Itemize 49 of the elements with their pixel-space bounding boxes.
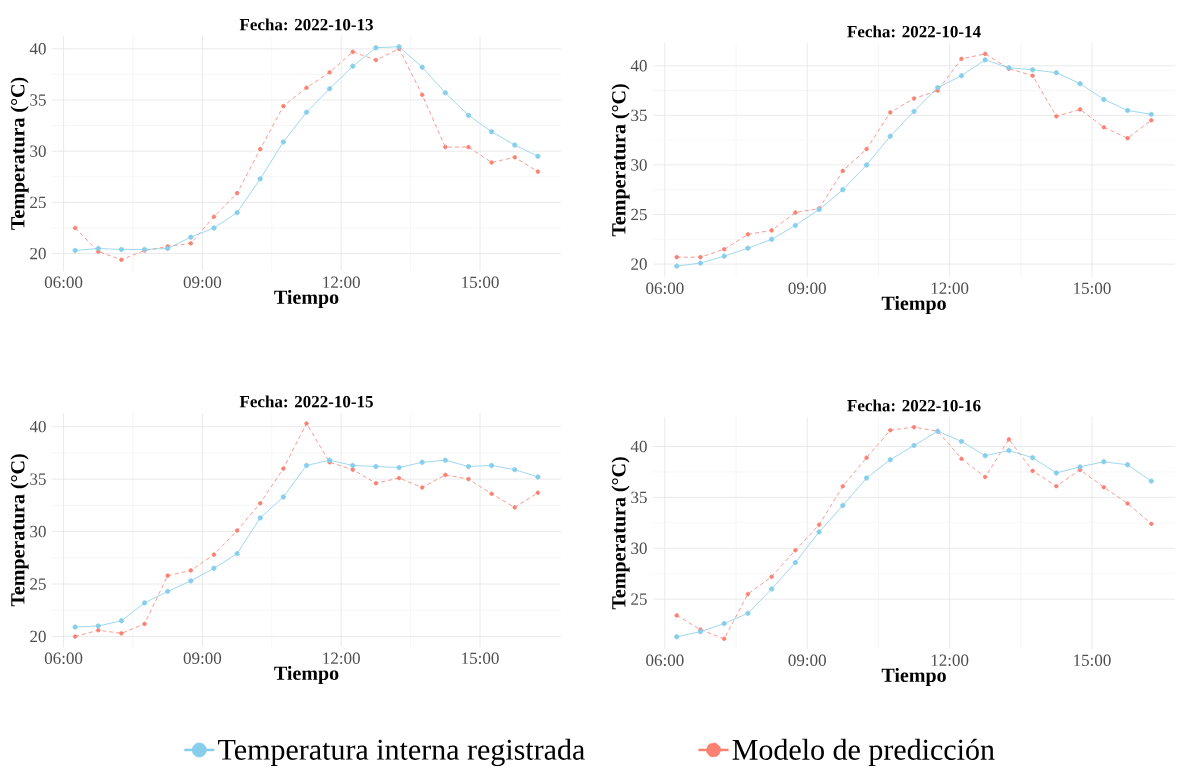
x-tick-label: 15:00: [462, 652, 499, 665]
y-tick-label: 35: [30, 473, 46, 485]
legend-label: Temperatura interna registrada: [218, 738, 585, 767]
x-tick-label: 09:00: [183, 652, 222, 665]
x-tick-label: 09:00: [183, 276, 222, 289]
y-tick-label: 30: [631, 159, 647, 171]
chart-title: Fecha: 2022-10-16: [847, 399, 981, 412]
x-tick-label: 09:00: [788, 654, 826, 667]
chart-title: Fecha: 2022-10-15: [239, 395, 373, 408]
x-axis-title: Tiempo: [881, 295, 946, 315]
x-tick-label: 06:00: [44, 652, 83, 665]
y-tick-label: 30: [631, 542, 647, 554]
y-tick-label: 40: [630, 440, 647, 453]
y-tick-label: 20: [631, 258, 647, 270]
y-tick-label: 35: [30, 94, 46, 106]
chart-title: Fecha: 2022-10-13: [239, 18, 373, 31]
y-tick-label: 25: [631, 593, 647, 605]
x-tick-label: 12:00: [323, 276, 360, 289]
y-tick-label: 40: [630, 60, 647, 72]
x-tick-label: 06:00: [646, 654, 684, 667]
y-tick-label: 20: [30, 247, 46, 260]
y-tick-label: 35: [631, 109, 647, 122]
chart-title: Fecha: 2022-10-14: [847, 25, 981, 38]
x-tick-label: 15:00: [1074, 282, 1111, 295]
x-tick-label: 12:00: [931, 654, 969, 667]
y-tick-label: 40: [29, 420, 46, 433]
y-tick-label: 20: [30, 630, 46, 643]
y-axis-title: Temperatura (°C): [10, 454, 29, 607]
x-tick-label: 09:00: [788, 282, 826, 295]
y-tick-label: 35: [631, 491, 647, 504]
y-axis-title: Temperatura (°C): [10, 77, 29, 230]
x-axis-title: Tiempo: [274, 289, 339, 309]
x-tick-label: 12:00: [931, 282, 969, 295]
y-axis-title: Temperatura (°C): [611, 457, 630, 610]
y-tick-label: 30: [30, 145, 46, 157]
x-tick-label: 15:00: [462, 276, 499, 289]
y-tick-label: 25: [30, 196, 46, 209]
y-tick-label: 25: [30, 578, 46, 590]
y-axis-title: Temperatura (°C): [611, 84, 630, 237]
y-tick-label: 25: [631, 208, 647, 221]
x-tick-label: 06:00: [44, 276, 83, 289]
x-tick-label: 06:00: [646, 282, 684, 295]
x-axis-title: Tiempo: [274, 665, 339, 685]
y-tick-label: 30: [30, 525, 46, 538]
x-tick-label: 15:00: [1074, 654, 1111, 667]
x-tick-label: 12:00: [323, 652, 360, 665]
legend-label: Modelo de predicción: [732, 738, 995, 767]
x-axis-title: Tiempo: [881, 667, 946, 687]
y-tick-label: 40: [29, 43, 46, 55]
